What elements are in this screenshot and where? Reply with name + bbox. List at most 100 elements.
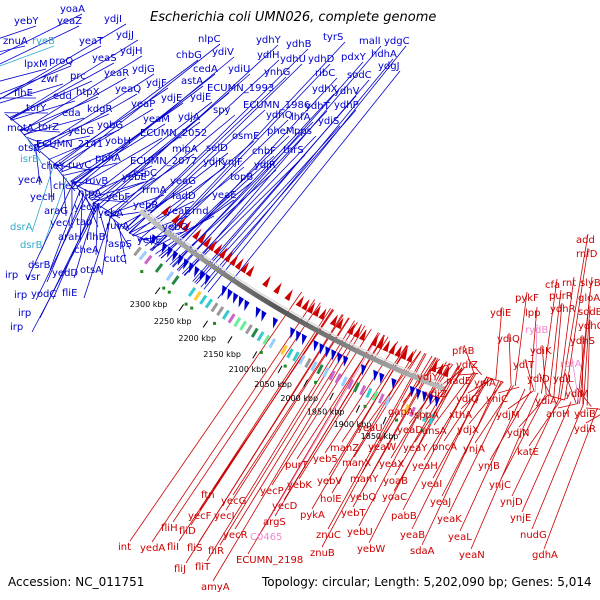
gene-label: ECUMN_2141 xyxy=(36,139,103,150)
leader-line xyxy=(460,377,492,410)
gene-arrow-reverse xyxy=(273,282,282,295)
gene-label: ydiA xyxy=(535,396,557,407)
gene-label: fliI xyxy=(167,542,179,553)
gene-label: ydiZ xyxy=(456,360,478,371)
gene-arrow-reverse xyxy=(218,247,228,259)
gene-label: ydiD xyxy=(527,374,550,385)
gene-label: yebE xyxy=(122,172,147,183)
cog-block xyxy=(262,334,271,345)
gene-arrow-reverse xyxy=(329,314,338,327)
gene-label: ynjE xyxy=(510,513,531,524)
gene-label: chbG xyxy=(176,50,202,61)
backbone-arc xyxy=(138,208,445,391)
gene-arrow-forward xyxy=(290,327,296,339)
cog-block xyxy=(298,354,306,365)
gene-label: ydjH xyxy=(120,46,143,57)
gene-label: cedA xyxy=(193,64,218,75)
gene-label: yecH xyxy=(30,192,55,203)
leader-line xyxy=(0,25,80,65)
gene-label: sdaA xyxy=(410,546,435,557)
gene-arrow-forward xyxy=(255,306,261,319)
gene-arrow-reverse xyxy=(400,347,408,360)
gene-label: ydjF xyxy=(146,78,167,89)
gene-label: yobG xyxy=(97,120,123,131)
leader-line xyxy=(212,325,366,582)
leader-line xyxy=(0,45,102,100)
map-title: Escherichia coli UMN026, complete genome xyxy=(150,10,437,25)
gene-label: cheZ xyxy=(53,181,78,192)
gene-arrow-forward xyxy=(296,330,302,342)
kbp-label: 2100 kbp xyxy=(229,365,267,374)
gene-arrow-reverse xyxy=(213,243,223,256)
gene-arrow-forward xyxy=(193,266,200,278)
gene-label: ydjZ xyxy=(425,389,447,400)
leader-line xyxy=(110,114,236,218)
gene-label: slyB xyxy=(580,278,600,289)
leader-line xyxy=(10,100,76,121)
leader-line xyxy=(538,372,552,397)
leader-line xyxy=(93,92,230,204)
gene-label: purT xyxy=(285,460,309,471)
gene-arrow-reverse xyxy=(284,289,293,301)
gene-label: ynhG xyxy=(264,67,290,78)
leader-line xyxy=(247,332,379,555)
leader-line xyxy=(176,110,328,271)
leader-line xyxy=(126,152,229,232)
gene-label: rnt xyxy=(562,278,576,289)
feature-ring xyxy=(133,205,450,432)
cog-block xyxy=(428,414,435,425)
gene-arrow-forward xyxy=(272,317,279,329)
cog-block xyxy=(316,364,324,375)
gene-label: ydjM xyxy=(496,410,520,421)
gene-label: otsA xyxy=(80,265,102,276)
gene-label: rydB xyxy=(525,325,548,336)
gene-label: ynjD xyxy=(500,497,523,508)
gene-arrow-forward xyxy=(172,250,179,262)
cog-block xyxy=(160,267,169,278)
kbp-tick xyxy=(303,379,308,388)
leader-line xyxy=(19,129,61,133)
gene-label: ribC xyxy=(315,68,335,79)
leader-line xyxy=(0,23,127,100)
leader-line xyxy=(534,323,538,392)
leader-line xyxy=(0,45,55,67)
gene-label: yeaG xyxy=(170,176,196,187)
gene-arrow-reverse xyxy=(245,265,255,277)
leader-line xyxy=(540,278,558,394)
gene-label: torY xyxy=(26,103,47,114)
leader-line xyxy=(151,299,316,543)
gene-label: fliH xyxy=(161,523,178,534)
cog-block xyxy=(390,398,398,410)
gene-label: edd xyxy=(53,91,72,102)
kbp-label: 2050 kbp xyxy=(254,380,292,389)
rna-marker xyxy=(190,306,194,310)
leader-line xyxy=(474,385,514,444)
leader-line xyxy=(120,185,193,227)
leader-line xyxy=(36,135,91,148)
rna-marker xyxy=(283,364,287,368)
gene-arrow-reverse xyxy=(234,258,244,270)
leader-line xyxy=(459,388,526,532)
cog-block xyxy=(322,367,330,378)
leader-line xyxy=(20,55,143,132)
gene-label: irp xyxy=(10,322,23,333)
gene-label: ECUMN_1993 xyxy=(207,83,274,94)
leader-line xyxy=(423,372,477,461)
gene-label: yeb5 xyxy=(313,454,338,465)
gene-arrow-forward xyxy=(238,295,244,308)
leader-line xyxy=(0,25,37,39)
gene-label: rnfD xyxy=(576,249,598,260)
leader-line xyxy=(20,96,99,131)
leader-line xyxy=(579,291,591,404)
leader-line xyxy=(118,224,127,265)
gene-label: pabB xyxy=(391,511,417,522)
gene-label: yecM xyxy=(74,202,100,213)
gene-label: ydhD xyxy=(308,54,335,65)
cog-block xyxy=(143,254,153,265)
gene-label: pykF xyxy=(515,293,539,304)
gene-arrow-reverse xyxy=(388,342,396,355)
cog-block xyxy=(365,387,373,399)
rna-marker xyxy=(162,286,166,290)
gene-label: araH xyxy=(58,232,82,243)
gene-label: yebU xyxy=(347,527,373,538)
